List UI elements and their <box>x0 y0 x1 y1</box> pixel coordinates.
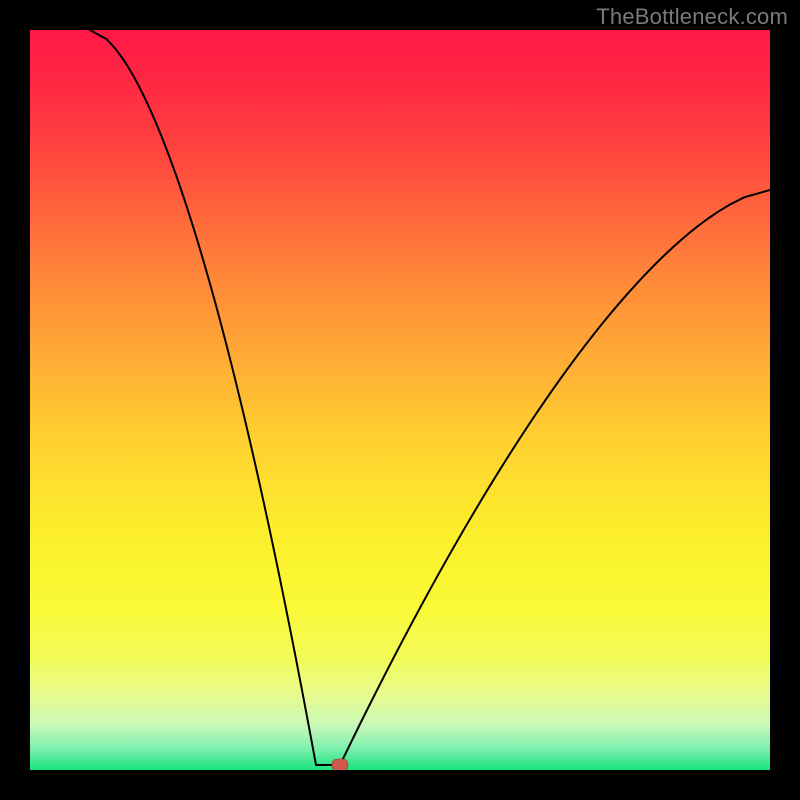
bottleneck-plot <box>30 30 770 770</box>
plot-background <box>30 30 770 770</box>
watermark-text: TheBottleneck.com <box>596 4 788 30</box>
optimum-marker <box>332 759 348 770</box>
chart-frame: TheBottleneck.com <box>0 0 800 800</box>
